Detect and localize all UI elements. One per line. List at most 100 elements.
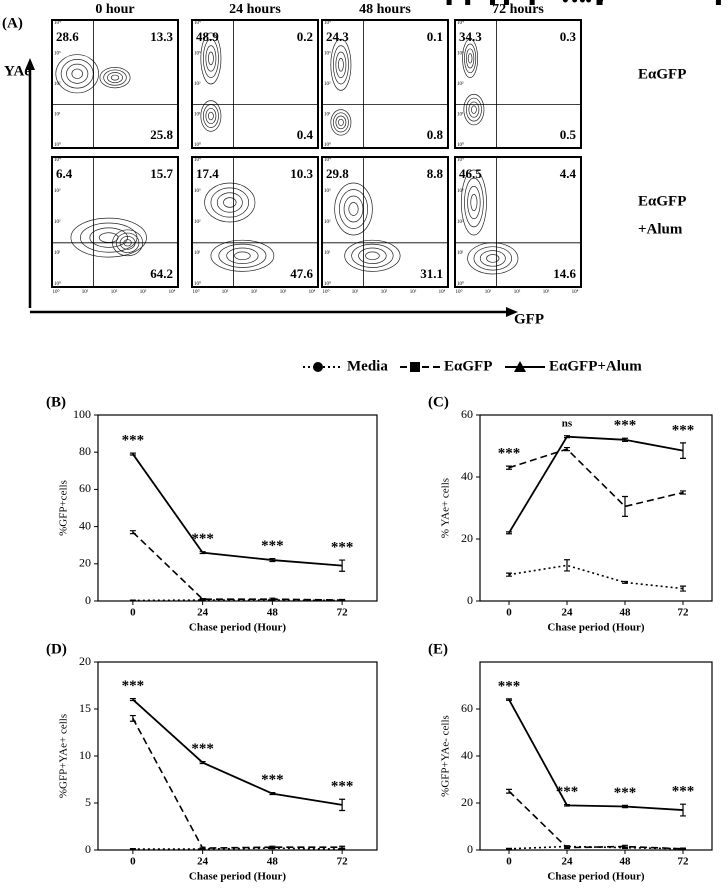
significance: *** bbox=[261, 772, 284, 788]
error-bar bbox=[680, 490, 686, 495]
contour bbox=[465, 48, 475, 69]
error-bar bbox=[564, 435, 570, 439]
decade-label: 10² bbox=[194, 81, 201, 87]
series-line bbox=[132, 698, 343, 806]
decade-label: 10² bbox=[251, 289, 258, 295]
decade-label: 10¹ bbox=[324, 250, 331, 256]
panel-label: (B) bbox=[46, 394, 66, 410]
x-tick-label: 72 bbox=[678, 856, 690, 868]
contour bbox=[200, 32, 222, 85]
decade-label: 10⁴ bbox=[439, 289, 446, 295]
contour bbox=[110, 74, 120, 81]
x-tick-label: 72 bbox=[678, 607, 690, 619]
x-tick-label: 0 bbox=[130, 856, 136, 868]
quadrant-value: 24.3 bbox=[326, 29, 349, 44]
contour bbox=[70, 217, 147, 258]
error-bar bbox=[564, 846, 570, 849]
decade-label: 10¹ bbox=[54, 250, 61, 256]
decade-label: 10³ bbox=[54, 188, 61, 194]
quadrant-value: 64.2 bbox=[150, 266, 173, 281]
contour bbox=[463, 93, 485, 126]
marker bbox=[465, 0, 471, 5]
decade-label: 10⁰ bbox=[54, 281, 61, 287]
contour bbox=[358, 247, 387, 264]
y-tick-label: 60 bbox=[79, 481, 91, 495]
quadrant-value: 0.4 bbox=[297, 127, 314, 142]
decade-label: 10¹ bbox=[194, 250, 201, 256]
contour bbox=[335, 115, 347, 130]
decade-label: 10¹ bbox=[324, 112, 331, 118]
x-tick-label: 0 bbox=[130, 607, 136, 619]
contour bbox=[334, 182, 373, 236]
decade-label: 10³ bbox=[543, 289, 550, 295]
contour bbox=[343, 195, 364, 223]
error-bar bbox=[129, 698, 136, 702]
series-line bbox=[132, 453, 343, 567]
decade-label: 10² bbox=[324, 81, 331, 87]
decade-label: 10² bbox=[54, 81, 61, 87]
error-bar bbox=[564, 446, 570, 452]
error-bar bbox=[339, 798, 346, 812]
flow-plot-frame bbox=[454, 19, 582, 149]
error-bar bbox=[339, 847, 346, 851]
flow-plot-frame bbox=[321, 19, 449, 149]
contour bbox=[465, 97, 482, 122]
contour bbox=[351, 243, 394, 268]
error-bar bbox=[129, 714, 136, 722]
quadrant-value: 0.2 bbox=[297, 29, 313, 44]
y-tick-label: 60 bbox=[461, 701, 473, 715]
x-axis-title: Chase period (Hour) bbox=[189, 622, 287, 634]
contour bbox=[216, 192, 243, 213]
decade-label: 10⁰ bbox=[324, 142, 331, 148]
decade-label: 10⁰ bbox=[322, 289, 329, 295]
error-bar bbox=[506, 698, 512, 701]
contour bbox=[464, 177, 484, 228]
marker bbox=[562, 0, 568, 3]
error-bar bbox=[622, 844, 628, 849]
error-bar bbox=[622, 437, 628, 442]
contour bbox=[218, 243, 267, 268]
error-bar bbox=[269, 792, 276, 796]
error-bar bbox=[506, 465, 512, 470]
significance: *** bbox=[261, 538, 284, 554]
marker bbox=[597, 0, 603, 5]
decade-label: 10⁰ bbox=[457, 142, 464, 148]
panel-label: (A) bbox=[2, 15, 23, 31]
quadrant-value: 29.8 bbox=[326, 166, 349, 181]
decade-label: 10⁰ bbox=[457, 281, 464, 287]
decade-label: 10⁰ bbox=[324, 281, 331, 287]
x-tick-label: 48 bbox=[267, 607, 279, 619]
x-tick-label: 48 bbox=[267, 856, 279, 868]
y-tick-label: 10 bbox=[79, 748, 91, 762]
y-axis-title: % YAe+ cells bbox=[440, 478, 452, 538]
quadrant-value: 48.9 bbox=[196, 29, 219, 44]
y-axis-title: %GFP+YAe+ cells bbox=[58, 714, 70, 798]
contour bbox=[330, 38, 352, 91]
contour bbox=[338, 118, 344, 126]
y-tick-label: 100 bbox=[73, 407, 91, 421]
y-tick-label: 0 bbox=[467, 842, 473, 856]
y-tick-label: 20 bbox=[79, 654, 91, 668]
legend-marker bbox=[514, 361, 526, 372]
error-bar bbox=[199, 551, 206, 555]
marker bbox=[586, 0, 592, 3]
error-bar bbox=[680, 585, 686, 592]
flow-plot-frame bbox=[191, 156, 319, 288]
decade-label: 10² bbox=[111, 289, 118, 295]
contour bbox=[208, 51, 214, 66]
marker bbox=[446, 0, 452, 5]
panel-label: (E) bbox=[428, 641, 448, 657]
quadrant-value: 17.4 bbox=[196, 166, 219, 181]
error-bar bbox=[129, 847, 136, 851]
decade-label: 10⁴ bbox=[457, 20, 464, 26]
x-tick-label: 0 bbox=[506, 856, 512, 868]
timepoint-header: 24 hours bbox=[229, 2, 281, 17]
quadrant-value: 4.4 bbox=[560, 166, 577, 181]
x-tick-label: 24 bbox=[197, 856, 209, 868]
decade-label: 10² bbox=[194, 219, 201, 225]
decade-label: 10² bbox=[457, 219, 464, 225]
contour bbox=[344, 239, 401, 272]
y-tick-label: 0 bbox=[85, 593, 91, 607]
quadrant-value: 46.5 bbox=[459, 166, 482, 181]
y-axis-title: %GFP+YAe- cells bbox=[440, 715, 452, 797]
